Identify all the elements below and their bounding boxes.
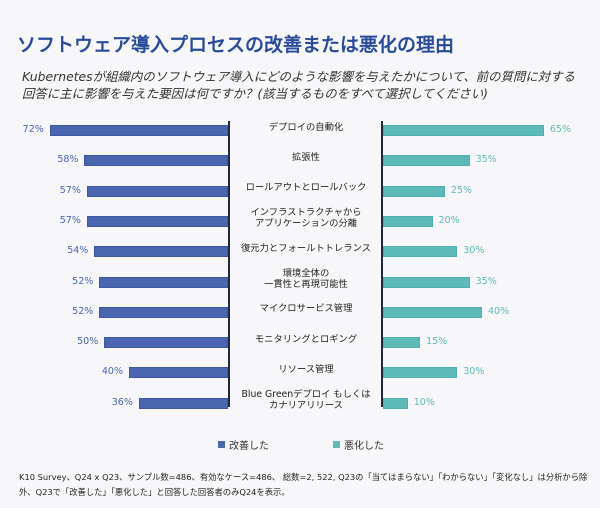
bar-improved	[129, 367, 228, 379]
data-label-improved: 40%	[101, 366, 123, 378]
bar-worsened	[383, 367, 458, 379]
bar-improved	[104, 337, 228, 349]
bar-improved	[94, 246, 228, 258]
left-axis-line	[228, 121, 230, 407]
diverging-bar-chart: 72% 65% デプロイの自動化 58% 35% 拡張性 57% 25% ロールアウトとロールバ…	[22, 121, 571, 411]
category-label: ロールアウトとロールバック	[245, 182, 367, 194]
legend-item-worsened: 悪化した	[333, 437, 384, 452]
category-label: Blue Greenデプロイ もしくは カナリアリリース	[241, 388, 371, 411]
legend-label-improved: 改善した	[229, 441, 269, 452]
data-label-improved: 52%	[72, 305, 94, 317]
legend-swatch-worsened	[333, 441, 340, 448]
bar-worsened	[383, 125, 544, 136]
bar-improved	[99, 276, 228, 288]
data-label-worsened: 35%	[475, 154, 497, 166]
category-label: マイクロサービス管理	[259, 303, 353, 315]
footnote: K10 Survey、Q24 x Q23、サンプル数=486、有効なケース=48…	[19, 472, 588, 497]
data-label-improved: 50%	[77, 336, 99, 348]
bar-worsened	[383, 185, 445, 197]
data-label-improved: 57%	[59, 184, 81, 196]
legend-swatch-improved	[218, 441, 225, 448]
category-label: インフラストラクチャから アプリケーションの分離	[250, 206, 362, 229]
data-label-improved: 58%	[57, 154, 79, 166]
category-label: 環境全体の 一貫性と再現可能性	[264, 267, 348, 290]
category-label: デプロイの自動化	[268, 121, 344, 133]
bar-worsened	[383, 276, 470, 288]
data-label-improved: 36%	[111, 396, 133, 408]
data-label-worsened: 40%	[488, 305, 510, 317]
data-label-worsened: 10%	[413, 396, 435, 408]
legend-label-worsened: 悪化した	[344, 441, 384, 452]
bar-worsened	[383, 306, 482, 318]
data-label-worsened: 35%	[475, 275, 497, 287]
data-label-improved: 57%	[59, 214, 81, 226]
data-label-worsened: 15%	[426, 336, 448, 348]
bar-improved	[99, 306, 228, 318]
data-label-improved: 52%	[72, 275, 94, 287]
bar-improved	[84, 155, 228, 167]
data-label-worsened: 20%	[438, 214, 460, 226]
bar-worsened	[383, 246, 458, 258]
bar-worsened	[383, 337, 421, 349]
category-label: リソース管理	[278, 363, 334, 375]
bar-worsened	[383, 215, 433, 227]
category-label: モニタリングとロギング	[254, 333, 358, 345]
chart-title: ソフトウェア導入プロセスの改善または悪化の理由	[17, 34, 455, 56]
category-label: 拡張性	[292, 151, 320, 163]
chart-subtitle: Kubernetesが組織内のソフトウェア導入にどのような影響を与えたかについて…	[22, 69, 575, 101]
bar-improved	[138, 397, 228, 409]
right-axis-line	[381, 121, 383, 407]
bar-worsened	[383, 397, 408, 409]
data-label-improved: 72%	[22, 124, 44, 135]
data-label-worsened: 25%	[450, 184, 472, 196]
bar-improved	[86, 185, 228, 197]
category-label: 復元力とフォールトトレランス	[241, 242, 371, 254]
data-label-improved: 54%	[67, 245, 89, 257]
bar-improved	[49, 125, 228, 136]
legend-item-improved: 改善した	[218, 437, 269, 452]
bar-improved	[86, 215, 228, 227]
data-label-worsened: 30%	[463, 245, 485, 257]
data-label-worsened: 30%	[463, 366, 485, 378]
data-label-worsened: 65%	[549, 124, 571, 135]
bar-worsened	[383, 155, 470, 167]
